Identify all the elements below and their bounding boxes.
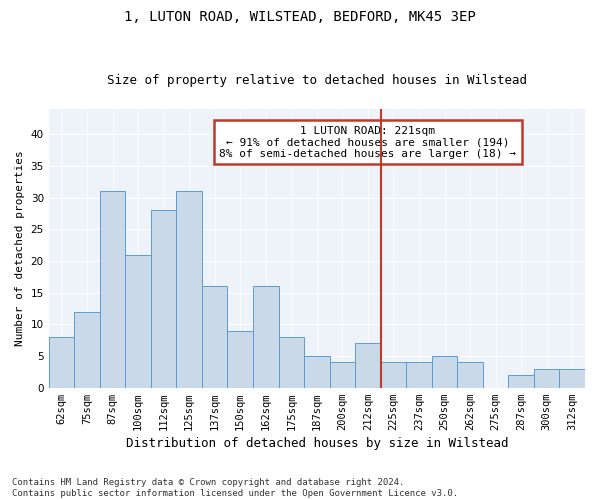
Bar: [49, 337, 74, 388]
Bar: [304, 356, 329, 388]
Y-axis label: Number of detached properties: Number of detached properties: [15, 150, 25, 346]
Bar: [125, 254, 151, 388]
Bar: [227, 330, 253, 388]
Bar: [329, 362, 355, 388]
Bar: [534, 368, 559, 388]
Bar: [355, 344, 380, 388]
Bar: [432, 356, 457, 388]
X-axis label: Distribution of detached houses by size in Wilstead: Distribution of detached houses by size …: [125, 437, 508, 450]
Bar: [202, 286, 227, 388]
Title: Size of property relative to detached houses in Wilstead: Size of property relative to detached ho…: [107, 74, 527, 87]
Bar: [380, 362, 406, 388]
Bar: [406, 362, 432, 388]
Bar: [253, 286, 278, 388]
Bar: [74, 312, 100, 388]
Bar: [176, 192, 202, 388]
Text: Contains HM Land Registry data © Crown copyright and database right 2024.
Contai: Contains HM Land Registry data © Crown c…: [12, 478, 458, 498]
Bar: [508, 375, 534, 388]
Bar: [559, 368, 585, 388]
Bar: [151, 210, 176, 388]
Bar: [100, 192, 125, 388]
Bar: [457, 362, 483, 388]
Bar: [278, 337, 304, 388]
Text: 1, LUTON ROAD, WILSTEAD, BEDFORD, MK45 3EP: 1, LUTON ROAD, WILSTEAD, BEDFORD, MK45 3…: [124, 10, 476, 24]
Text: 1 LUTON ROAD: 221sqm
← 91% of detached houses are smaller (194)
8% of semi-detac: 1 LUTON ROAD: 221sqm ← 91% of detached h…: [219, 126, 516, 159]
